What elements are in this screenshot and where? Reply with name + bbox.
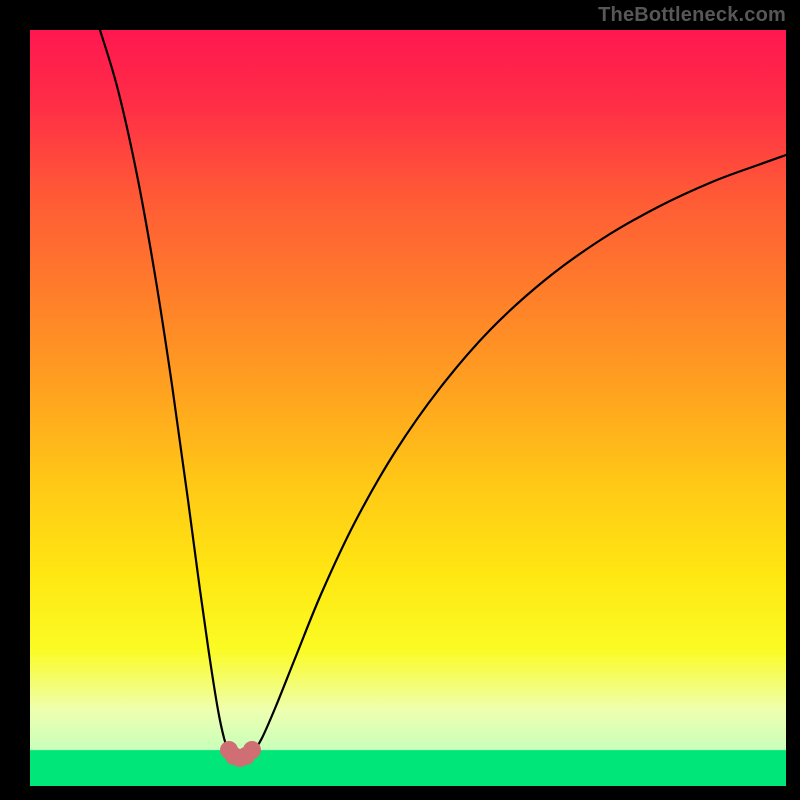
green-base-band [30, 750, 786, 786]
bottleneck-chart [0, 0, 800, 800]
valley-marker [243, 741, 261, 759]
watermark-text: TheBottleneck.com [598, 4, 786, 27]
chart-container: TheBottleneck.com [0, 0, 800, 800]
plot-background-gradient [30, 30, 786, 786]
